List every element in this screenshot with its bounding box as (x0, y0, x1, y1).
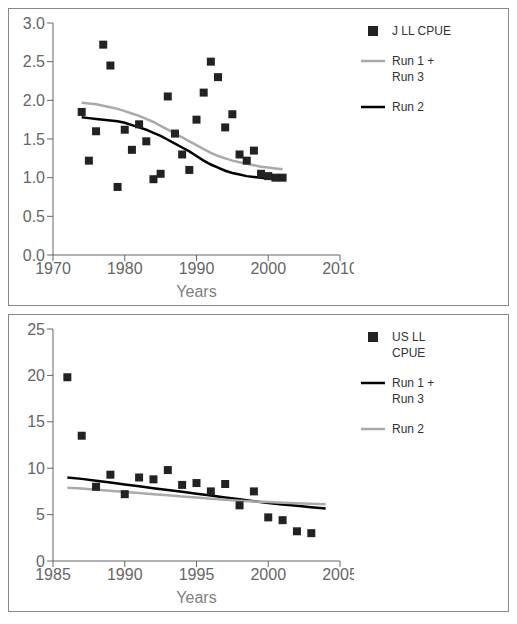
html-text:J LL CPUE: J LL CPUE (392, 24, 451, 38)
html-text:Run 1 + Run 3: Run 1 + Run 3 (392, 54, 435, 84)
svg-text:10: 10 (27, 460, 45, 477)
svg-text:2010: 2010 (322, 260, 354, 277)
svg-text:2.5: 2.5 (23, 53, 45, 70)
svg-text:2.0: 2.0 (23, 92, 45, 109)
svg-text:1.0: 1.0 (23, 169, 45, 186)
svg-text:2000: 2000 (250, 260, 286, 277)
svg-text:1990: 1990 (107, 566, 143, 583)
svg-text:5: 5 (36, 506, 45, 523)
svg-text:1995: 1995 (179, 566, 215, 583)
svg-text:1980: 1980 (107, 260, 143, 277)
svg-text:Years: Years (176, 589, 216, 606)
svg-text:15: 15 (27, 413, 45, 430)
svg-text:1985: 1985 (35, 566, 71, 584)
svg-text:2000: 2000 (250, 566, 286, 583)
svg-text:0: 0 (36, 553, 45, 570)
svg-text:2005: 2005 (322, 566, 354, 583)
html-text:Run 2: Run 2 (392, 422, 424, 436)
svg-text:0.5: 0.5 (23, 208, 45, 225)
svg-text:3.0: 3.0 (23, 15, 45, 32)
svg-text:25: 25 (27, 321, 45, 338)
html-text:Run 1 + Run 3: Run 1 + Run 3 (392, 376, 435, 406)
svg-text:20: 20 (27, 367, 45, 384)
html-text:Run 2: Run 2 (392, 100, 424, 114)
svg-text:1990: 1990 (179, 260, 215, 277)
svg-text:1970: 1970 (35, 260, 71, 278)
svg-text:0.0: 0.0 (23, 247, 45, 264)
svg-text:Years: Years (176, 283, 216, 300)
html-text:US LL CPUE: US LL CPUE (392, 330, 426, 360)
svg-text:1.5: 1.5 (23, 131, 45, 148)
